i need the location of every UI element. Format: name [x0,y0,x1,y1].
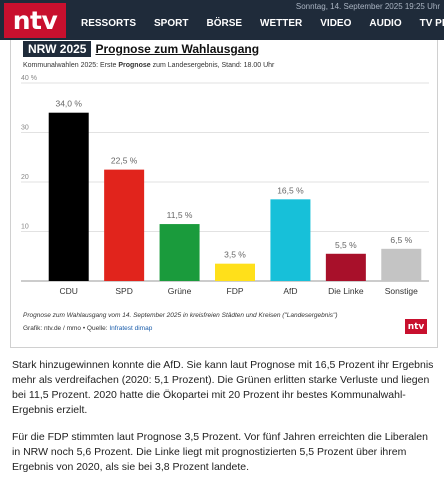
bar-value-label: 11,5 % [167,210,193,220]
bar-value-label: 34,0 % [55,99,82,109]
bar [325,253,366,281]
y-tick-label: 40 % [21,75,37,82]
bar [48,112,89,281]
nav-item-video[interactable]: VIDEO [320,18,352,29]
chart-title-text: Prognose zum Wahlausgang [95,42,260,56]
chart-source-link[interactable]: Infratest dimap [109,325,153,332]
bar [381,248,422,281]
site-header: ntv Sonntag, 14. September 2025 19:25 Uh… [0,0,444,40]
bar [104,169,145,281]
bar-value-label: 16,5 % [277,185,304,195]
category-label: Grüne [168,286,192,296]
chart-credit-text: Grafik: ntv.de / mmo • Quelle: [23,325,110,332]
chart-credit: Grafik: ntv.de / mmo • Quelle: Infratest… [23,325,152,332]
nav-item-tv-programm[interactable]: TV PR [419,18,444,29]
bar-value-label: 3,5 % [224,250,246,260]
nav-item-ressorts[interactable]: RESSORTS [81,18,137,29]
y-tick-label: 30 [21,125,29,132]
y-tick-label: 20 [21,174,29,181]
chart-title-badge: NRW 2025 [23,41,92,57]
bar-value-label: 6,5 % [390,235,412,245]
nav-item-wetter[interactable]: WETTER [260,18,303,29]
ntv-logo[interactable]: ntv [4,3,66,38]
nav-item-boerse[interactable]: BÖRSE [206,18,243,29]
article-paragraph: Stark hinzugewinnen konnte die AfD. Sie … [12,359,434,416]
category-label: CDU [60,286,78,296]
category-label: Die Linke [328,286,364,296]
nav-item-audio[interactable]: AUDIO [369,18,402,29]
category-label: FDP [227,286,244,296]
bar-value-label: 5,5 % [335,240,357,250]
category-label: SPD [115,286,132,296]
y-tick-label: 10 [21,224,29,231]
chart-subtitle: Kommunalwahlen 2025: Erste Prognose zum … [23,62,274,69]
article-body: Stark hinzugewinnen konnte die AfD. Sie … [12,358,436,487]
chart-card: NRW 2025 Prognose zum Wahlausgang Kommun… [10,40,438,348]
category-label: AfD [283,286,297,296]
chart-subtitle-pre: Kommunalwahlen 2025: Erste [23,62,119,69]
bar-value-label: 22,5 % [111,156,138,166]
category-label: Sonstige [385,286,418,296]
main-nav: RESSORTS SPORT BÖRSE WETTER VIDEO AUDIO … [72,18,444,29]
bar [215,263,255,281]
date-line: Sonntag, 14. September 2025 19:25 Uhr [295,2,440,11]
article-paragraph: Für die FDP stimmten laut Prognose 3,5 P… [12,431,428,473]
bar [159,224,200,281]
bar [270,199,311,281]
ntv-small-logo: ntv [405,319,427,334]
nav-item-sport[interactable]: SPORT [154,18,189,29]
chart-subtitle-bold: Prognose [118,62,151,69]
bar-chart: 10 20 30 40 % 34,0 % CDU 22,5 % SPD 11,5 % Grüne 3… [21,75,429,296]
chart-title: NRW 2025 Prognose zum Wahlausgang [23,40,259,58]
chart-note: Prognose zum Wahlausgang vom 14. Septemb… [23,312,338,319]
chart-subtitle-post: zum Landesergebnis, Stand: 18.00 Uhr [150,62,275,69]
